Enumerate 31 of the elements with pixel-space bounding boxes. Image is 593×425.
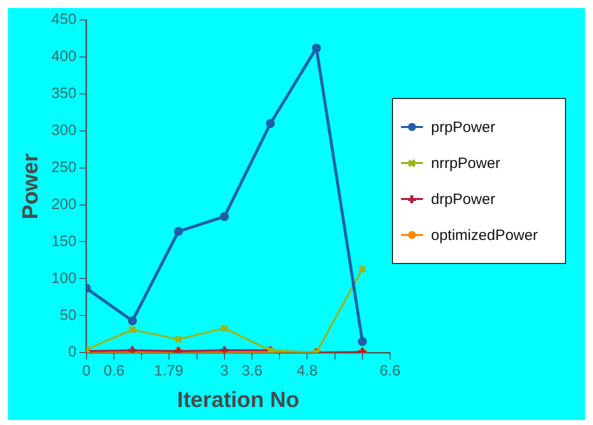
point xyxy=(220,324,229,333)
point xyxy=(266,118,275,128)
point xyxy=(174,334,183,344)
y-axis-title: Power xyxy=(17,152,42,220)
y-tick-label: 350 xyxy=(51,85,76,102)
legend-label: optimizedPower xyxy=(431,226,538,244)
point xyxy=(128,316,137,326)
y-tick-label: 300 xyxy=(51,122,76,140)
x-tick-label: 4.8 xyxy=(296,362,318,380)
y-tick-label: 200 xyxy=(51,196,76,213)
x-tick-label: 0.6 xyxy=(104,362,124,380)
x-tick-label: 6.6 xyxy=(380,362,400,380)
legend-label: nrrpPower xyxy=(431,154,500,172)
y-tick-label: 50 xyxy=(60,306,76,324)
x-tick-label: 0 xyxy=(82,362,91,380)
x-tick-label: 3.6 xyxy=(242,362,262,380)
y-tick-label: 450 xyxy=(51,11,76,28)
x-tick-label: 1.79 xyxy=(154,362,184,380)
point xyxy=(220,212,229,222)
point xyxy=(174,226,183,236)
legend-label: drpPower xyxy=(431,190,496,208)
y-tick-label: 250 xyxy=(51,158,76,176)
y-tick-label: 150 xyxy=(51,232,76,250)
x-tick-label: 3 xyxy=(220,362,229,380)
y-tick-label: 0 xyxy=(68,344,76,361)
point xyxy=(128,325,137,334)
point xyxy=(312,44,321,53)
y-tick-label: 400 xyxy=(51,48,76,66)
x-axis-title: Iteration No xyxy=(177,386,300,412)
y-tick-label: 100 xyxy=(51,270,76,287)
legend-label: prpPower xyxy=(431,118,496,136)
